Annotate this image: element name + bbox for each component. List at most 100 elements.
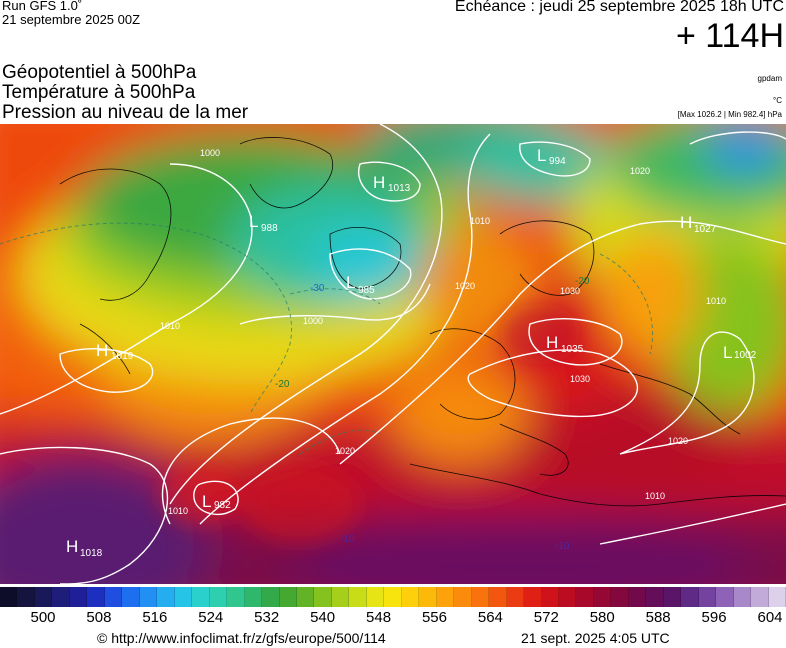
system-value: 1035: [561, 344, 584, 355]
pressure-center-low: L 985: [346, 273, 375, 296]
isotherm-label: -20: [575, 276, 590, 287]
pressure-center-high: H 1019: [96, 341, 134, 362]
isobar-label: 1010: [470, 216, 490, 226]
colorbar-tick-label: 524: [198, 609, 224, 626]
isobar-label: 1030: [560, 286, 580, 296]
system-value: 1027: [694, 224, 717, 235]
pressure-center-high: H 1018: [66, 537, 103, 559]
colorbar-swatch: [768, 587, 786, 607]
colorbar-swatch: [349, 587, 367, 607]
colorbar-swatch: [122, 587, 140, 607]
isobars: [0, 124, 786, 584]
weather-map[interactable]: 1000 1000 1010 1010 1020 1030 1030 1020 …: [0, 124, 786, 584]
colorbar-swatch: [559, 587, 577, 607]
system-letter: L: [346, 273, 355, 292]
isobar-label: 1000: [200, 148, 220, 158]
run-date-label: 21 septembre 2025 00Z: [2, 12, 141, 27]
geopotential-colorbar: [0, 587, 786, 607]
isobar-labels: 1000 1000 1010 1010 1020 1030 1030 1020 …: [160, 148, 726, 516]
run-model-label: Run GFS 1.0˚: [2, 0, 83, 13]
pressure-center-low: L 988: [249, 212, 278, 234]
system-letter: L: [249, 212, 258, 231]
system-letter: L: [202, 492, 211, 511]
colorbar-swatch: [628, 587, 647, 607]
system-value: 985: [358, 285, 375, 296]
pressure-center-low: L 982: [202, 492, 231, 511]
system-letter: H: [96, 341, 108, 360]
layer-title-pressure: Pression au niveau de la mer: [2, 102, 249, 123]
colorbar-tick-label: 580: [589, 609, 615, 626]
weather-map-canvas: 1000 1000 1010 1010 1020 1030 1030 1020 …: [0, 124, 786, 584]
isobar-label: 1010: [706, 296, 726, 306]
colorbar-swatch: [646, 587, 664, 607]
colorbar-swatch: [751, 587, 769, 607]
system-value: 1018: [80, 548, 103, 559]
colorbar-swatch: [419, 587, 437, 607]
system-value: 1013: [388, 183, 411, 194]
isobar-label: 1030: [570, 374, 590, 384]
isobar-label: 1020: [455, 281, 475, 291]
colorbar-swatch: [174, 587, 193, 607]
colorbar-tick-label: 564: [477, 609, 503, 626]
colorbar-swatch: [401, 587, 420, 607]
layer-title-geopotential: Géopotentiel à 500hPa: [2, 62, 197, 83]
system-letter: L: [537, 146, 546, 165]
temperature-shading: [160, 304, 580, 544]
colorbar-swatch: [611, 587, 629, 607]
colorbar-swatch: [384, 587, 402, 607]
generated-timestamp: 21 sept. 2025 4:05 UTC: [521, 630, 670, 646]
colorbar-swatch: [314, 587, 332, 607]
system-letter: H: [373, 173, 385, 192]
colorbar-swatch: [192, 587, 210, 607]
isobar-label: 1020: [630, 166, 650, 176]
system-value: 1002: [734, 350, 757, 361]
colorbar-tick-label: 548: [366, 609, 392, 626]
colorbar-tick-label: 596: [701, 609, 727, 626]
colorbar-swatch: [139, 587, 158, 607]
isotherm-label: -30: [310, 283, 325, 294]
colorbar-tick-label: 508: [86, 609, 112, 626]
colorbar-tick-label: 604: [757, 609, 783, 626]
forecast-horizon: + 114H: [675, 17, 784, 55]
system-letter: H: [680, 213, 692, 232]
colorbar-swatch: [244, 587, 263, 607]
colorbar-tick-label: 532: [254, 609, 280, 626]
isobar-label: 1010: [160, 321, 180, 331]
colorbar-swatch: [681, 587, 699, 607]
system-value: 982: [214, 500, 231, 511]
colorbar-swatch: [0, 587, 18, 607]
colorbar-swatch: [296, 587, 315, 607]
colorbar-tick-label: 500: [30, 609, 56, 626]
system-value: 1019: [111, 351, 134, 362]
colorbar-swatch: [69, 587, 88, 607]
system-letter: L: [723, 343, 732, 362]
colorbar-swatch: [541, 587, 559, 607]
system-letter: H: [66, 537, 78, 556]
colorbar-swatch: [87, 587, 105, 607]
pressure-systems: H 1013 L 994 L 988 L 985 H 1027 H 1019: [66, 146, 757, 559]
pressure-center-low: L 994: [537, 146, 566, 167]
forecast-valid-time: Echéance : jeudi 25 septembre 2025 18h U…: [454, 0, 784, 15]
unit-pressure-range: [Max 1026.2 | Min 982.4] hPa: [677, 110, 782, 119]
isobar-label: 1020: [335, 446, 355, 456]
colorbar-swatch: [716, 587, 734, 607]
isotherm-label: -20: [275, 379, 290, 390]
colorbar-tick-label: 588: [645, 609, 671, 626]
source-credit[interactable]: © http://www.infoclimat.fr/z/gfs/europe/…: [97, 630, 386, 646]
pressure-center-high: H 1027: [680, 213, 717, 235]
colorbar-swatch: [52, 587, 70, 607]
colorbar-swatch: [262, 587, 280, 607]
colorbar-swatch: [593, 587, 612, 607]
pressure-center-high: H 1035: [546, 333, 584, 355]
isotherm-label: -10: [555, 541, 570, 552]
coastlines: [59, 137, 786, 507]
isobar-label: 1000: [303, 316, 323, 326]
colorbar-swatch: [104, 587, 123, 607]
colorbar-swatch: [663, 587, 682, 607]
colorbar-swatch: [366, 587, 385, 607]
isobar-label: 1010: [645, 491, 665, 501]
isobar-label: 1020: [668, 436, 688, 446]
system-value: 988: [261, 223, 278, 234]
temperature-isotherms: [0, 222, 654, 455]
colorbar-swatch: [698, 587, 717, 607]
